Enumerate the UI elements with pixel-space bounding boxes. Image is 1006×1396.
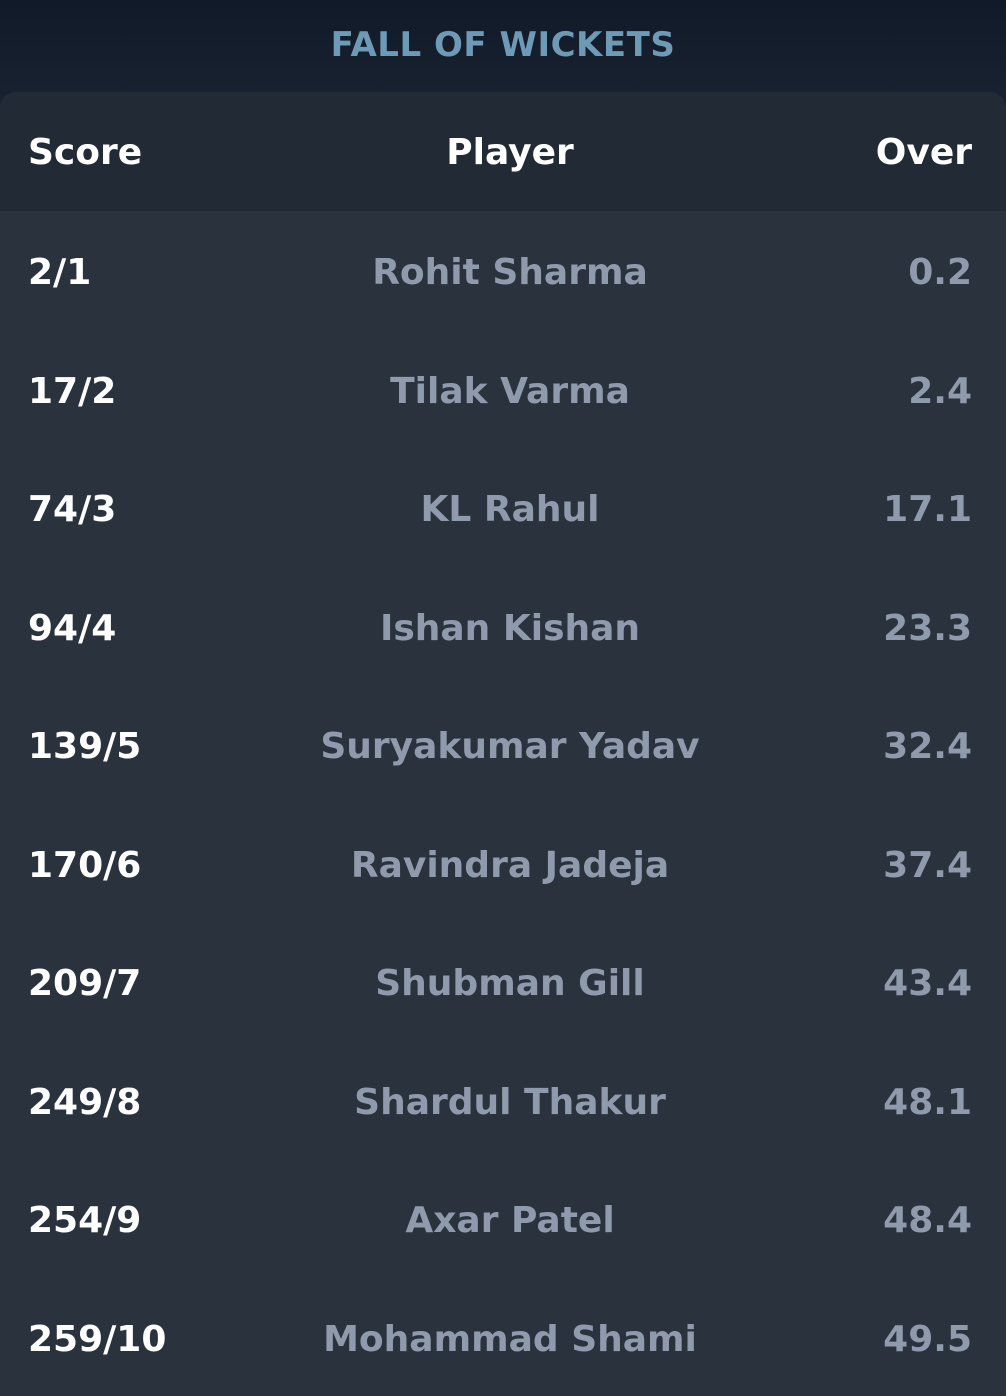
player-cell: KL Rahul [420,489,600,530]
over-cell: 2.4 [908,370,972,412]
score-cell: 259/10 [28,1318,167,1360]
score-cell: 249/8 [28,1081,142,1123]
player-cell: Shubman Gill [375,963,645,1004]
over-cell: 48.4 [883,1200,972,1241]
table-row: 94/4 Ishan Kishan 23.3 [0,567,1006,686]
over-cell: 49.5 [883,1318,972,1360]
score-cell: 254/9 [28,1200,142,1241]
over-cell: 0.2 [908,252,972,293]
table-row: 17/2 Tilak Varma 2.4 [0,330,1006,449]
column-header-score: Score [28,132,143,173]
player-cell: Ishan Kishan [379,607,641,649]
over-cell: 17.1 [883,489,972,530]
table-header: Score Player Over [0,92,1006,211]
player-cell: Rohit Sharma [372,252,648,293]
over-cell: 23.3 [883,607,972,649]
table-row: 74/3 KL Rahul 17.1 [0,448,1006,567]
over-cell: 37.4 [883,844,972,886]
player-cell: Mohammad Shami [323,1318,697,1360]
table-body: 2/1 Rohit Sharma 0.2 17/2 Tilak Varma 2.… [0,211,1006,1396]
fall-of-wickets-table: Score Player Over 2/1 Rohit Sharma 0.2 1… [0,92,1006,1396]
player-cell: Axar Patel [405,1200,615,1241]
column-header-over: Over [875,132,972,173]
score-cell: 74/3 [28,489,117,530]
table-row: 259/10 Mohammad Shami 49.5 [0,1278,1006,1396]
table-row: 139/5 Suryakumar Yadav 32.4 [0,685,1006,804]
score-cell: 17/2 [28,370,117,412]
table-row: 2/1 Rohit Sharma 0.2 [0,211,1006,330]
table-row: 249/8 Shardul Thakur 48.1 [0,1041,1006,1160]
player-cell: Suryakumar Yadav [320,726,700,767]
player-cell: Tilak Varma [390,370,630,412]
player-cell: Ravindra Jadeja [350,844,670,886]
over-cell: 48.1 [883,1081,972,1123]
table-row: 254/9 Axar Patel 48.4 [0,1159,1006,1278]
table-row: 209/7 Shubman Gill 43.4 [0,922,1006,1041]
table-row: 170/6 Ravindra Jadeja 37.4 [0,804,1006,923]
over-cell: 32.4 [883,726,972,767]
score-cell: 139/5 [28,726,142,767]
title-bar: FALL OF WICKETS [0,0,1006,92]
column-header-player: Player [446,132,574,173]
player-cell: Shardul Thakur [354,1081,666,1123]
score-cell: 170/6 [28,844,142,886]
score-cell: 94/4 [28,607,117,649]
over-cell: 43.4 [883,963,972,1004]
score-cell: 209/7 [28,963,142,1004]
section-title: FALL OF WICKETS [330,25,676,65]
score-cell: 2/1 [28,252,92,293]
